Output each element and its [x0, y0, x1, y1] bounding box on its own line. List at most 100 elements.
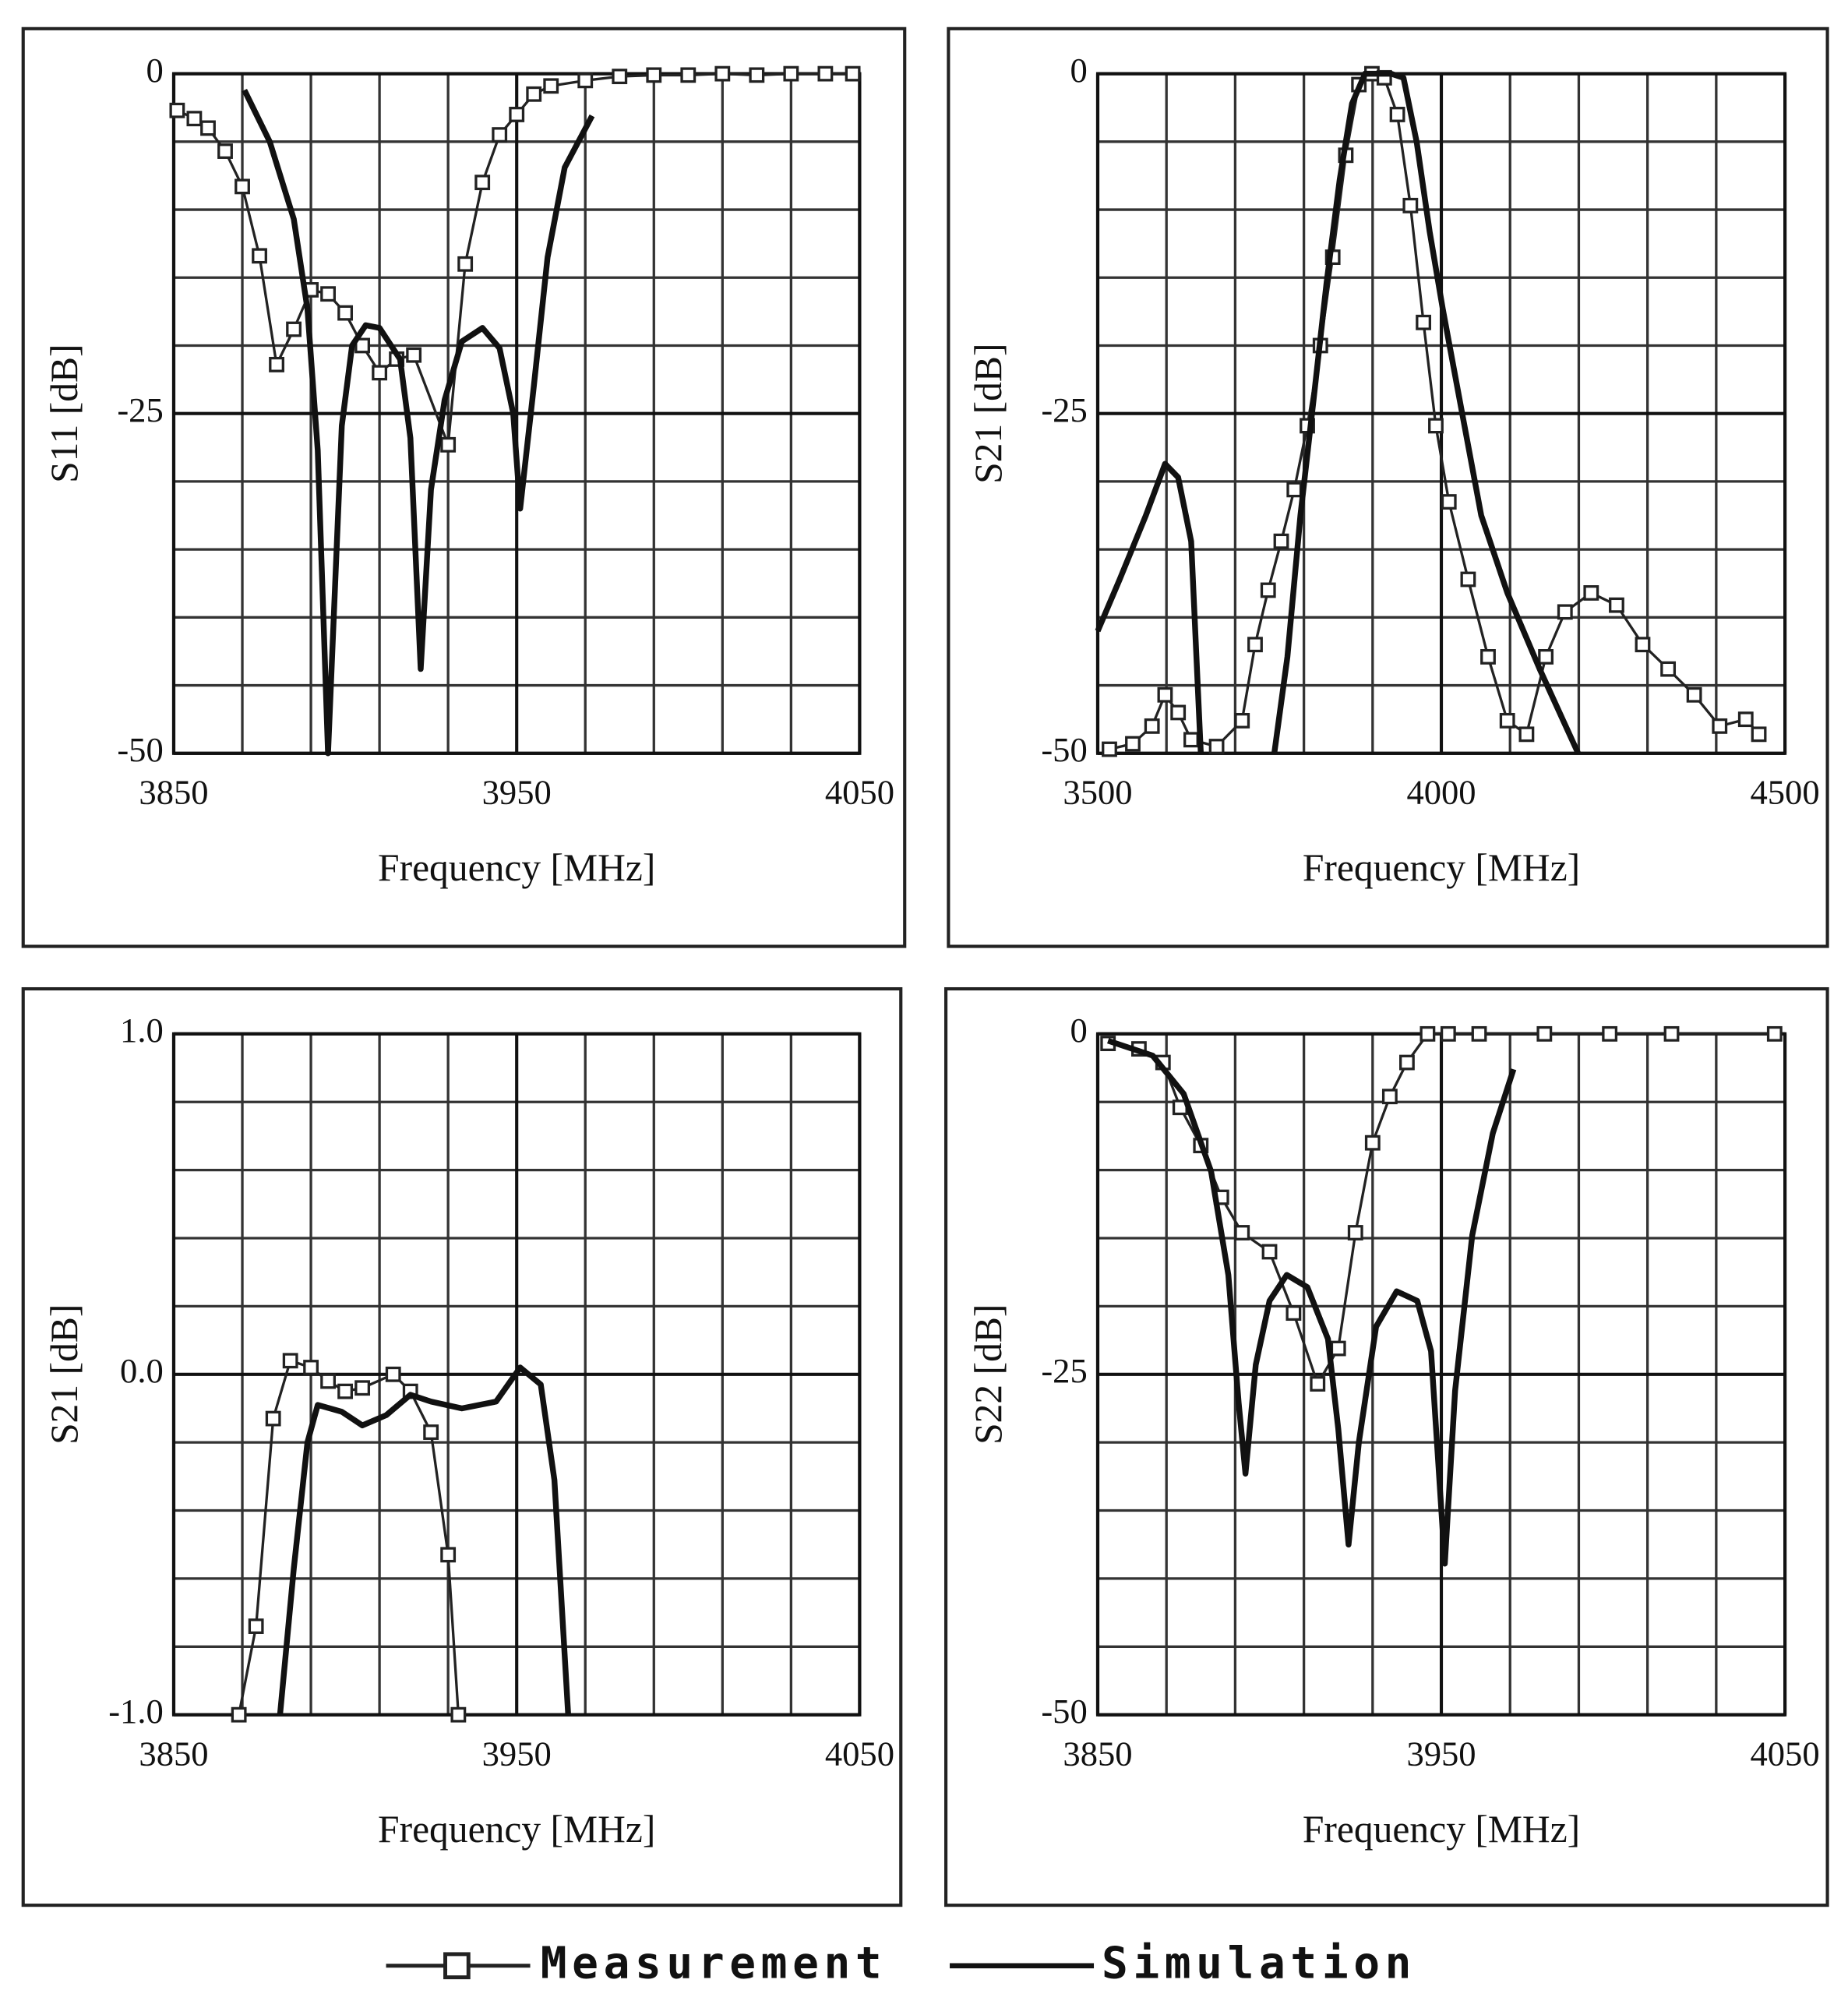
point-marker [1260, 582, 1276, 598]
point-marker [450, 1706, 467, 1723]
chart-panel: 3850 3950 4050 0 -25 -50 Frequency [MHz] S22 [d… [944, 986, 1829, 1907]
point-marker [492, 127, 508, 143]
point-marker [1440, 1025, 1456, 1042]
y-axis-label: S21 [dB] [967, 344, 1010, 484]
series-line [242, 88, 595, 757]
point-marker [1557, 604, 1573, 620]
point-marker [1441, 494, 1457, 510]
point-marker [1499, 712, 1515, 729]
y-axis-label: S22 [dB] [967, 1304, 1010, 1445]
point-marker [303, 1360, 319, 1375]
chart-panel: 3500 4000 4500 0 -25 -50 Frequency [MHz] S21 [d… [947, 26, 1829, 948]
point-marker [1234, 712, 1250, 729]
point-marker [1402, 197, 1419, 213]
series-line [1107, 1032, 1775, 1385]
x-tick-label: 3500 [1063, 773, 1132, 812]
point-marker [1480, 649, 1496, 665]
point-marker [1660, 661, 1677, 677]
y-tick-label: -50 [1041, 1692, 1087, 1731]
point-marker [1144, 718, 1160, 734]
x-tick-label: 4050 [1750, 1734, 1819, 1773]
legend-label: Simulation [1102, 1938, 1416, 1989]
chart-panel: 3850 3950 4050 0 -25 -50 Frequency [MHz] S11 [d… [21, 26, 907, 948]
point-marker [372, 365, 388, 381]
point-marker [282, 1353, 298, 1369]
point-marker [509, 107, 525, 122]
point-marker [817, 65, 834, 82]
point-marker [231, 1706, 247, 1723]
series-line [1095, 70, 1581, 755]
point-marker [543, 78, 559, 94]
panel-frame [21, 26, 907, 948]
y-tick-label: -25 [1041, 390, 1087, 429]
y-axis-label: S11 [dB] [43, 344, 86, 482]
point-marker [1538, 649, 1554, 665]
panel-frame [21, 986, 903, 1907]
point-marker [1208, 739, 1225, 754]
point-marker [1347, 1225, 1363, 1240]
x-tick-label: 3950 [1406, 1734, 1476, 1773]
point-marker [646, 67, 662, 83]
point-marker [845, 65, 861, 82]
x-tick-label: 3950 [482, 1734, 552, 1773]
x-axis-label: Frequency [MHz] [1303, 846, 1580, 889]
point-marker [749, 67, 765, 83]
x-tick-label: 3850 [139, 773, 208, 812]
point-marker [248, 1618, 264, 1634]
x-tick-label: 3950 [482, 773, 552, 812]
point-marker [1102, 741, 1117, 757]
y-tick-label: -25 [117, 390, 163, 429]
point-marker [1712, 718, 1728, 734]
point-marker [1234, 1225, 1250, 1240]
point-marker [1183, 732, 1199, 748]
point-marker [1285, 1305, 1302, 1322]
x-tick-label: 4500 [1750, 773, 1819, 812]
point-marker [320, 286, 336, 302]
point-marker [337, 305, 354, 321]
point-marker [354, 1380, 371, 1396]
point-marker [169, 102, 185, 118]
legend-marker [443, 1952, 471, 1980]
point-marker [1381, 1089, 1398, 1105]
point-marker [1416, 314, 1432, 330]
point-marker [1536, 1025, 1553, 1042]
point-marker [1428, 418, 1444, 434]
y-tick-label: 1.0 [120, 1011, 164, 1050]
point-marker [1286, 482, 1303, 498]
point-marker [354, 337, 371, 354]
point-marker [474, 175, 491, 191]
x-tick-label: 3850 [1063, 1734, 1132, 1773]
point-marker [186, 111, 203, 127]
point-marker [612, 69, 628, 85]
point-marker [1518, 726, 1535, 743]
point-marker [423, 1424, 439, 1440]
y-tick-label: -50 [117, 730, 163, 769]
y-tick-label: -1.0 [108, 1692, 164, 1731]
point-marker [1635, 637, 1651, 653]
point-marker [457, 256, 474, 272]
point-marker [1737, 711, 1754, 728]
point-marker [1766, 1025, 1783, 1042]
y-tick-label: -50 [1041, 730, 1087, 769]
point-marker [1247, 637, 1263, 653]
x-tick-label: 4050 [825, 773, 894, 812]
x-axis-label: Frequency [MHz] [378, 1808, 655, 1851]
x-tick-label: 4000 [1406, 773, 1476, 812]
point-marker [320, 1373, 336, 1389]
chart-panel: 3850 3950 4050 1.0 0.0 -1.0 Frequency [MHz] S21… [21, 986, 903, 1907]
point-marker [1751, 726, 1767, 743]
point-marker [1399, 1054, 1415, 1071]
series-line [1107, 1038, 1517, 1567]
point-marker [217, 143, 233, 159]
series-line [277, 1364, 571, 1716]
y-tick-label: 0 [1070, 1011, 1087, 1050]
point-marker [286, 321, 302, 337]
x-tick-label: 3850 [139, 1734, 208, 1773]
point-marker [265, 1410, 281, 1427]
point-marker [235, 178, 250, 195]
point-marker [440, 1547, 457, 1563]
point-marker [1609, 597, 1624, 613]
point-marker [440, 436, 457, 453]
